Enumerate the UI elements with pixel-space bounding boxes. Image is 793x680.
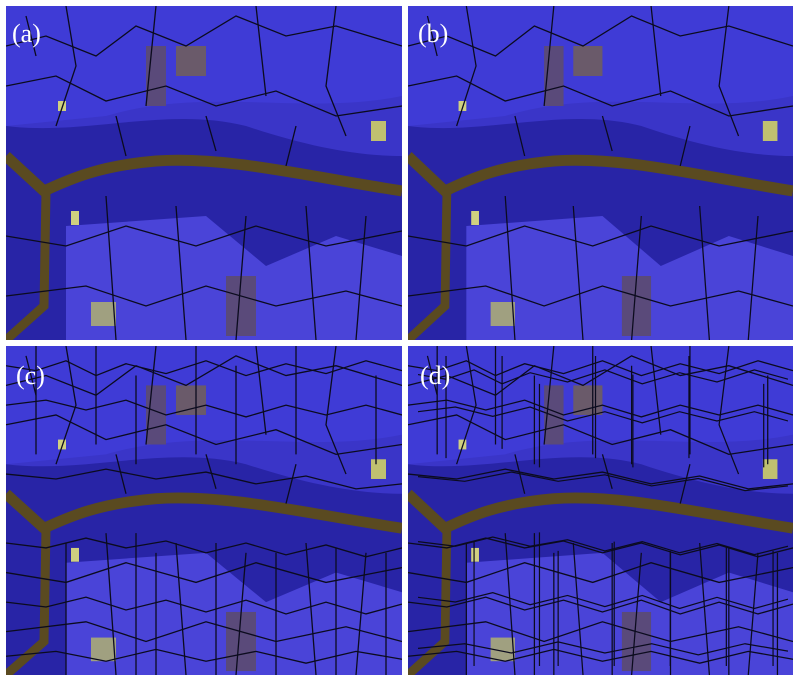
panel-b: (b) bbox=[408, 6, 793, 340]
panel-c: (c) bbox=[6, 346, 402, 675]
panel-label: (b) bbox=[418, 19, 448, 48]
panel-a: (a) bbox=[6, 6, 402, 340]
panel-label: (a) bbox=[12, 19, 41, 48]
panel-label: (c) bbox=[16, 361, 45, 390]
panel-d: (d) bbox=[408, 346, 793, 675]
panel-label: (d) bbox=[420, 361, 450, 390]
